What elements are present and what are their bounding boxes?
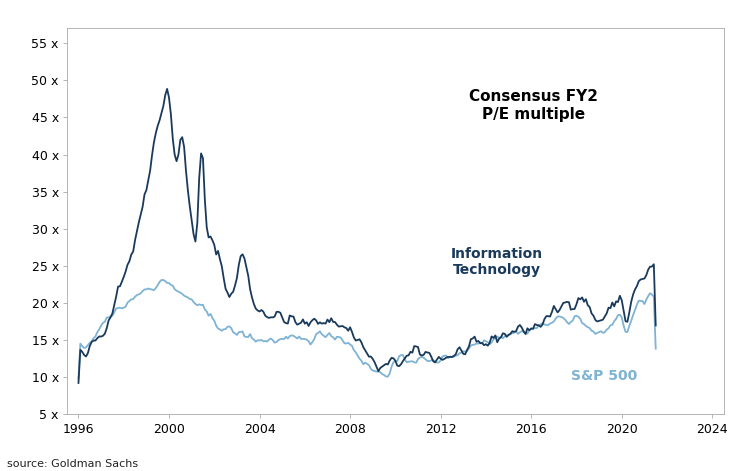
Text: Information
Technology: Information Technology [451,247,543,277]
Text: Consensus FY2
P/E multiple: Consensus FY2 P/E multiple [468,89,598,122]
Text: S&P 500: S&P 500 [571,369,637,383]
Text: source: Goldman Sachs: source: Goldman Sachs [7,459,139,469]
